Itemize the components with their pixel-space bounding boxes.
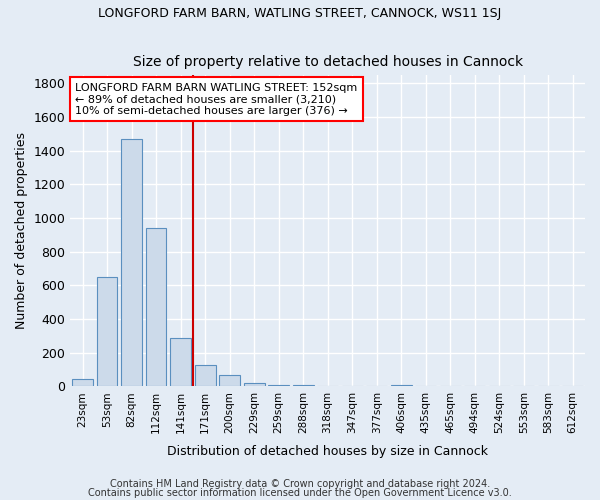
Text: LONGFORD FARM BARN, WATLING STREET, CANNOCK, WS11 1SJ: LONGFORD FARM BARN, WATLING STREET, CANN… — [98, 8, 502, 20]
Title: Size of property relative to detached houses in Cannock: Size of property relative to detached ho… — [133, 56, 523, 70]
Text: Contains public sector information licensed under the Open Government Licence v3: Contains public sector information licen… — [88, 488, 512, 498]
Bar — [268, 384, 289, 386]
Bar — [97, 277, 118, 386]
Text: LONGFORD FARM BARN WATLING STREET: 152sqm
← 89% of detached houses are smaller (: LONGFORD FARM BARN WATLING STREET: 152sq… — [76, 82, 358, 116]
Bar — [170, 338, 191, 386]
Bar — [194, 364, 215, 386]
Bar — [293, 384, 314, 386]
Bar — [244, 383, 265, 386]
X-axis label: Distribution of detached houses by size in Cannock: Distribution of detached houses by size … — [167, 444, 488, 458]
Bar — [391, 384, 412, 386]
Text: Contains HM Land Registry data © Crown copyright and database right 2024.: Contains HM Land Registry data © Crown c… — [110, 479, 490, 489]
Bar — [146, 228, 166, 386]
Bar — [72, 379, 93, 386]
Bar — [219, 376, 240, 386]
Bar — [121, 139, 142, 386]
Y-axis label: Number of detached properties: Number of detached properties — [15, 132, 28, 329]
